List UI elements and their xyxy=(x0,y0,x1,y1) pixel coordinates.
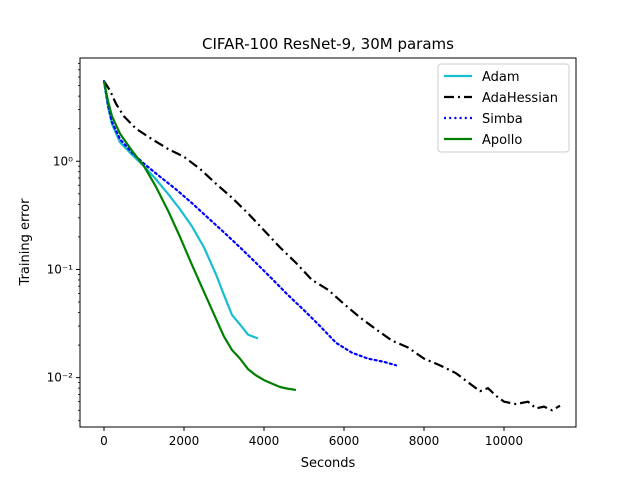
y-axis-ticks: 10⁻² 10⁻¹ 10⁰ xyxy=(47,63,80,422)
x-axis-label: Seconds xyxy=(301,456,356,471)
legend-label-apollo: Apollo xyxy=(482,133,522,148)
legend-label-adam: Adam xyxy=(482,70,520,85)
series-line-adahessian xyxy=(103,80,561,412)
axes-frame xyxy=(79,57,577,428)
legend-frame xyxy=(437,63,570,153)
x-tick-label: 2000 xyxy=(169,434,200,448)
chart-title: CIFAR-100 ResNet-9, 30M params xyxy=(202,35,454,53)
y-tick-label: 10⁻¹ xyxy=(47,262,74,276)
legend-label-adahessian: AdaHessian xyxy=(482,91,558,106)
series-layer xyxy=(102,80,561,412)
series-line-adam xyxy=(102,80,259,340)
y-tick-label: 10⁻² xyxy=(47,371,74,385)
series-line-simba xyxy=(102,80,398,367)
y-axis-label: Training error xyxy=(18,198,33,287)
x-tick-label: 0 xyxy=(100,434,108,448)
x-tick-label: 10000 xyxy=(485,434,523,448)
legend-items: Adam AdaHessian Simba Apollo xyxy=(444,70,558,148)
series-line-apollo xyxy=(102,80,297,392)
legend-label-simba: Simba xyxy=(482,112,523,127)
plot-area xyxy=(79,57,577,428)
x-tick-label: 4000 xyxy=(249,434,280,448)
y-tick-label: 10⁰ xyxy=(53,154,73,168)
legend: Adam AdaHessian Simba Apollo xyxy=(437,63,570,153)
x-tick-label: 6000 xyxy=(329,434,360,448)
x-tick-label: 8000 xyxy=(409,434,440,448)
x-axis-ticks: 0 2000 4000 6000 8000 10000 xyxy=(100,427,523,448)
